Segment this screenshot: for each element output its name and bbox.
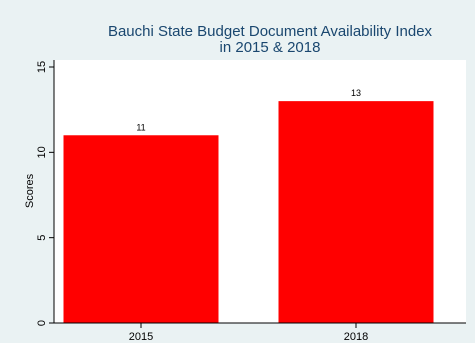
x-tick-label: 2018 — [344, 331, 368, 343]
x-tick-label: 2015 — [129, 331, 153, 343]
chart-title-line-1: Bauchi State Budget Document Availabilit… — [108, 23, 433, 40]
x-axis: 2015 2018 — [129, 323, 368, 343]
bar-2018 — [278, 101, 434, 323]
bars-group: 11 13 — [63, 88, 434, 323]
y-tick-label: 5 — [36, 235, 48, 241]
bar-value-label: 11 — [136, 122, 145, 132]
y-tick-label: 15 — [36, 61, 48, 73]
y-axis-title: Scores — [24, 173, 36, 208]
y-tick-label: 0 — [36, 320, 48, 326]
bar-2015 — [63, 135, 219, 323]
y-axis: 0 5 10 15 — [36, 61, 54, 326]
bar-value-label: 13 — [351, 88, 361, 98]
chart-title-line-2: in 2015 & 2018 — [220, 39, 321, 56]
y-tick-label: 10 — [36, 146, 48, 158]
